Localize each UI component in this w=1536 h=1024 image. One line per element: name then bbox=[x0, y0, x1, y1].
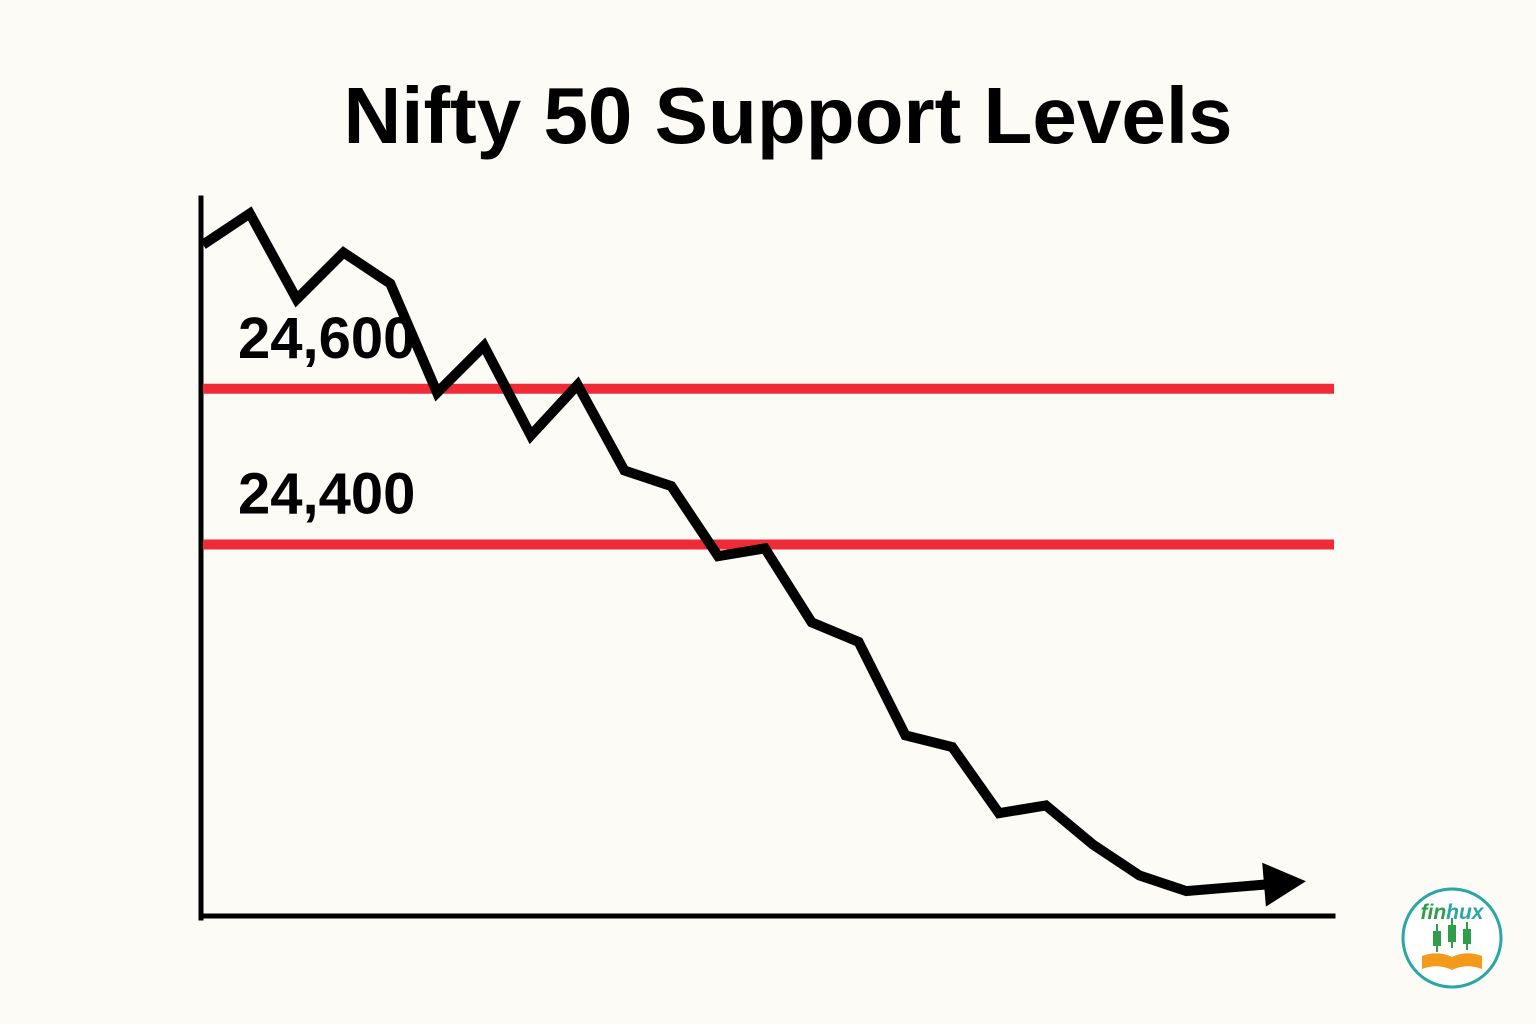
series-layer bbox=[200, 206, 1306, 907]
axes bbox=[198, 195, 1336, 921]
chart-title: Nifty 50 Support Levels bbox=[343, 71, 1232, 160]
support-label-0: 24,600 bbox=[238, 306, 415, 371]
price-line-0 bbox=[200, 206, 1281, 897]
brand-logo: finhux bbox=[1401, 887, 1503, 989]
support-levels: 24,600 24,400 bbox=[203, 306, 1334, 550]
candlestick-book-icon bbox=[1422, 918, 1482, 970]
trend-arrow-head bbox=[1262, 862, 1306, 907]
logo-text: finhux bbox=[1421, 901, 1485, 924]
support-label-1: 24,400 bbox=[238, 462, 415, 527]
